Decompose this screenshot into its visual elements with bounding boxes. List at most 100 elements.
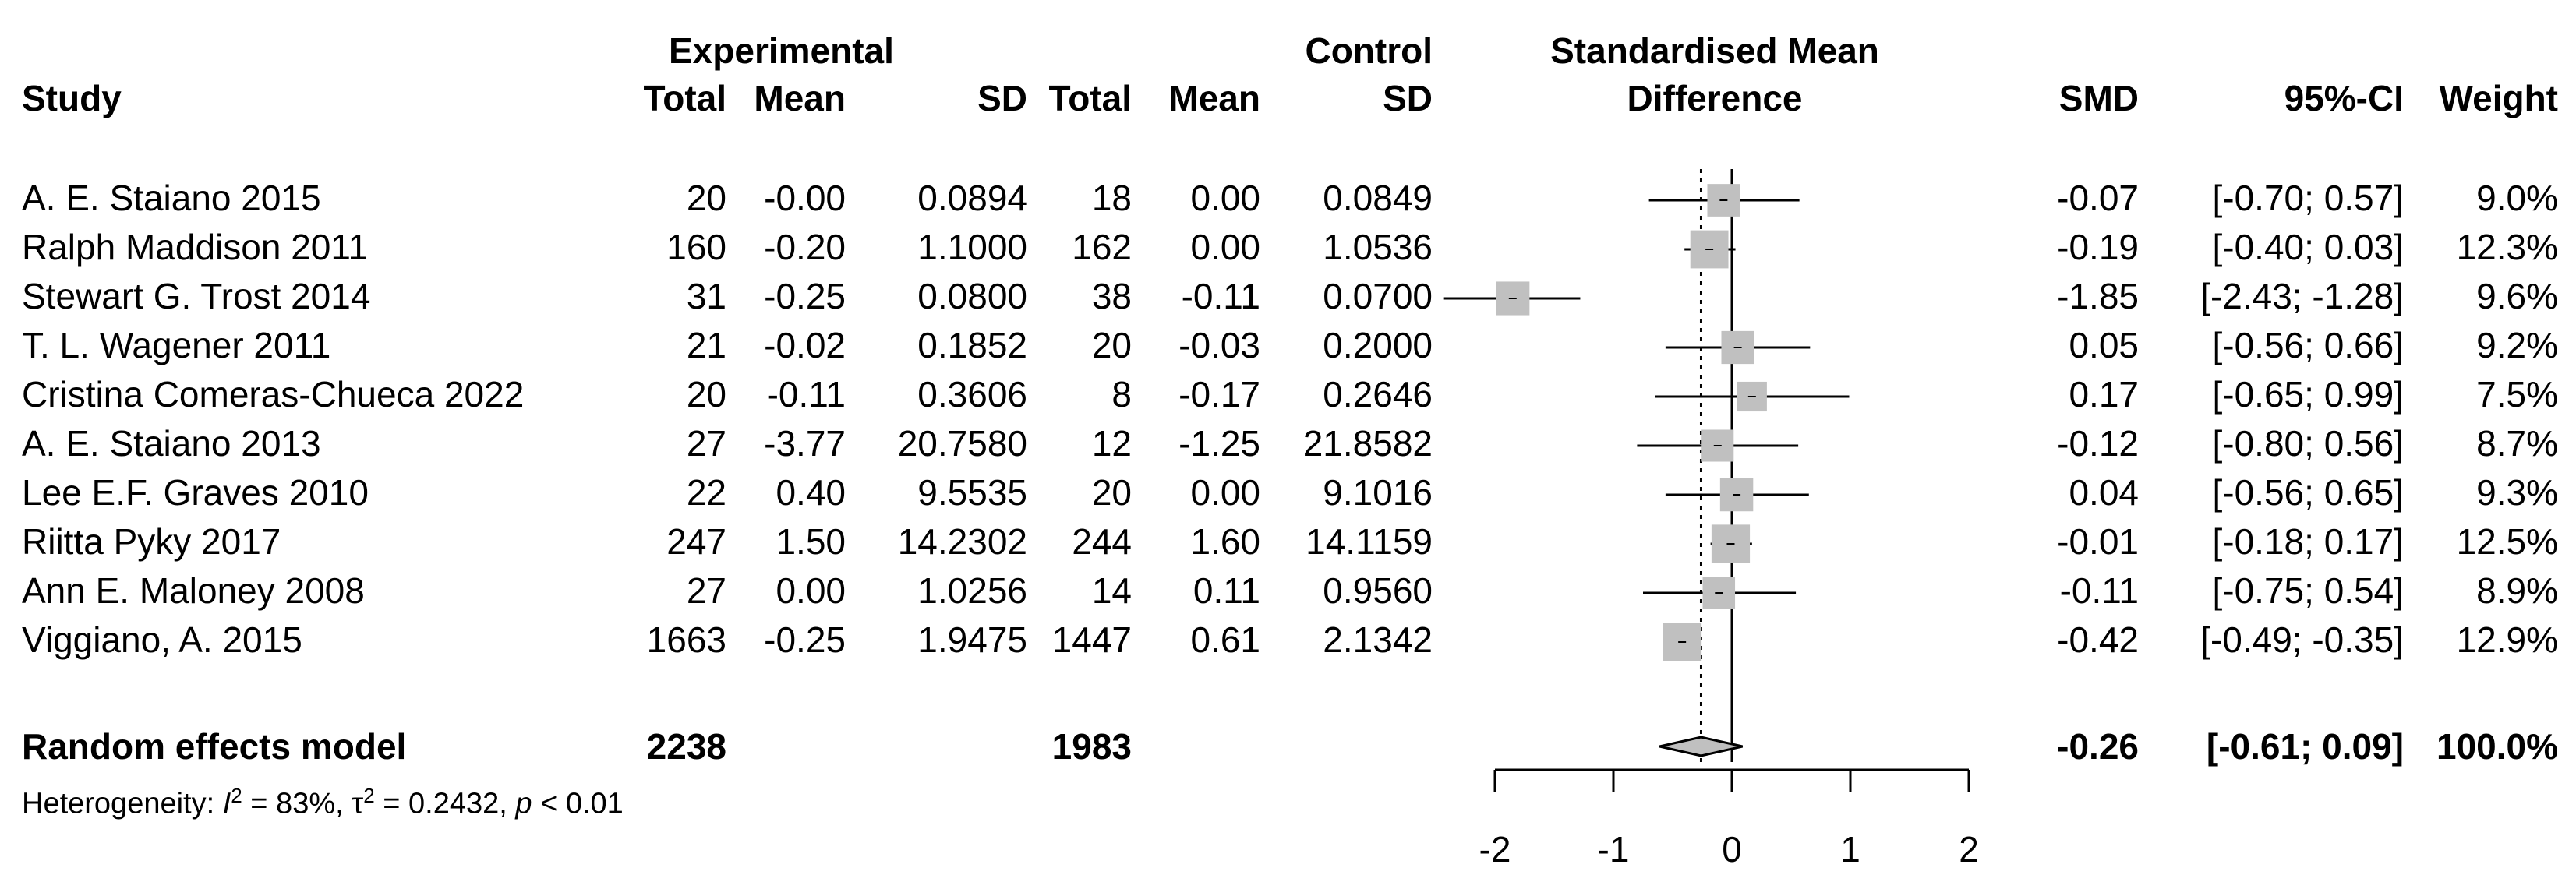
heterogeneity-text: Heterogeneity: I2 = 83%, τ2 = 0.2432, p … bbox=[22, 784, 624, 820]
study-weight: 9.3% bbox=[2476, 472, 2558, 513]
ctrl-sd: 0.0849 bbox=[1323, 178, 1433, 218]
study-name: A. E. Staiano 2015 bbox=[22, 178, 321, 218]
study-weight: 12.9% bbox=[2456, 619, 2558, 660]
ctrl-sd: 1.0536 bbox=[1323, 227, 1433, 267]
ctrl-mean: 0.61 bbox=[1190, 619, 1260, 660]
study-ci: [-0.70; 0.57] bbox=[2212, 178, 2405, 218]
summary-ctrl-total: 1983 bbox=[1051, 726, 1132, 767]
summary-ci: [-0.61; 0.09] bbox=[2206, 726, 2404, 767]
exp-sd: 0.3606 bbox=[917, 374, 1027, 415]
header-exp-mean: Mean bbox=[754, 78, 846, 118]
study-smd: -0.01 bbox=[2057, 521, 2139, 562]
header-ctrl-sd: SD bbox=[1383, 78, 1433, 118]
study-ci: [-0.75; 0.54] bbox=[2212, 570, 2405, 611]
ctrl-mean: 0.00 bbox=[1190, 227, 1260, 267]
header-weight: Weight bbox=[2439, 78, 2558, 118]
study-weight: 8.7% bbox=[2476, 423, 2558, 464]
study-name: Ann E. Maloney 2008 bbox=[22, 570, 365, 611]
exp-mean: 1.50 bbox=[776, 521, 846, 562]
ctrl-total: 1447 bbox=[1051, 619, 1132, 660]
exp-mean: -0.02 bbox=[764, 325, 846, 365]
study-smd: -0.42 bbox=[2057, 619, 2139, 660]
exp-mean: 0.00 bbox=[776, 570, 846, 611]
ctrl-mean: -0.03 bbox=[1178, 325, 1260, 365]
header-smd-line2: Difference bbox=[1627, 78, 1803, 118]
summary-weight: 100.0% bbox=[2436, 726, 2558, 767]
exp-total: 20 bbox=[686, 374, 726, 415]
ctrl-total: 38 bbox=[1091, 276, 1132, 316]
ctrl-sd: 0.9560 bbox=[1323, 570, 1433, 611]
ctrl-total: 244 bbox=[1072, 521, 1132, 562]
study-name: Viggiano, A. 2015 bbox=[22, 619, 302, 660]
study-ci: [-0.40; 0.03] bbox=[2212, 227, 2405, 267]
header-ctrl-total: Total bbox=[1048, 78, 1132, 118]
summary-exp-total: 2238 bbox=[646, 726, 726, 767]
exp-sd: 1.9475 bbox=[917, 619, 1027, 660]
ctrl-sd: 0.2646 bbox=[1323, 374, 1433, 415]
exp-sd: 1.1000 bbox=[917, 227, 1027, 267]
study-ci: [-0.65; 0.99] bbox=[2212, 374, 2405, 415]
exp-mean: -0.11 bbox=[766, 374, 846, 415]
exp-sd: 0.0894 bbox=[917, 178, 1027, 218]
exp-total: 31 bbox=[686, 276, 726, 316]
exp-total: 27 bbox=[686, 570, 726, 611]
exp-sd: 20.7580 bbox=[897, 423, 1027, 464]
exp-mean: -0.00 bbox=[764, 178, 846, 218]
ctrl-sd: 2.1342 bbox=[1323, 619, 1433, 660]
study-weight: 9.0% bbox=[2476, 178, 2558, 218]
study-ci: [-2.43; -1.28] bbox=[2200, 276, 2404, 316]
x-tick-label: 1 bbox=[1840, 829, 1860, 870]
ctrl-mean: 0.00 bbox=[1190, 472, 1260, 513]
ctrl-total: 20 bbox=[1091, 472, 1132, 513]
study-ci: [-0.56; 0.66] bbox=[2212, 325, 2405, 365]
study-name: Stewart G. Trost 2014 bbox=[22, 276, 371, 316]
exp-mean: -0.25 bbox=[764, 276, 846, 316]
ctrl-sd: 21.8582 bbox=[1302, 423, 1433, 464]
summary-smd: -0.26 bbox=[2057, 726, 2139, 767]
ctrl-sd: 14.1159 bbox=[1306, 521, 1433, 562]
ctrl-total: 8 bbox=[1111, 374, 1132, 415]
study-name: Ralph Maddison 2011 bbox=[22, 227, 369, 267]
study-weight: 8.9% bbox=[2476, 570, 2558, 611]
study-name: Cristina Comeras-Chueca 2022 bbox=[22, 374, 525, 415]
ctrl-total: 162 bbox=[1072, 227, 1132, 267]
study-smd: -0.11 bbox=[2059, 570, 2139, 611]
ctrl-total: 20 bbox=[1091, 325, 1132, 365]
exp-mean: -0.25 bbox=[764, 619, 846, 660]
study-weight: 9.2% bbox=[2476, 325, 2558, 365]
ctrl-mean: 0.11 bbox=[1193, 570, 1260, 611]
exp-total: 21 bbox=[686, 325, 726, 365]
exp-mean: -3.77 bbox=[764, 423, 846, 464]
study-name: Lee E.F. Graves 2010 bbox=[22, 472, 369, 513]
exp-sd: 0.1852 bbox=[917, 325, 1027, 365]
x-tick-label: -1 bbox=[1598, 829, 1630, 870]
x-tick-label: -2 bbox=[1479, 829, 1511, 870]
header-experimental: Experimental bbox=[669, 30, 894, 71]
overall-diamond bbox=[1659, 736, 1744, 757]
ctrl-sd: 0.2000 bbox=[1323, 325, 1433, 365]
ctrl-sd: 9.1016 bbox=[1323, 472, 1433, 513]
summary-label: Random effects model bbox=[22, 726, 407, 767]
study-smd: -1.85 bbox=[2057, 276, 2139, 316]
header-ci: 95%-CI bbox=[2284, 78, 2404, 118]
study-name: T. L. Wagener 2011 bbox=[22, 325, 331, 365]
exp-mean: -0.20 bbox=[764, 227, 846, 267]
header-smd-line1: Standardised Mean bbox=[1550, 30, 1879, 71]
header-control: Control bbox=[1305, 30, 1433, 71]
study-weight: 12.5% bbox=[2456, 521, 2558, 562]
exp-sd: 9.5535 bbox=[917, 472, 1027, 513]
x-tick-label: 0 bbox=[1722, 829, 1742, 870]
exp-total: 1663 bbox=[646, 619, 726, 660]
ctrl-total: 18 bbox=[1091, 178, 1132, 218]
x-tick-label: 2 bbox=[1959, 829, 1979, 870]
header-smd: SMD bbox=[2058, 78, 2139, 118]
study-name: Riitta Pyky 2017 bbox=[22, 521, 281, 562]
study-smd: 0.05 bbox=[2069, 325, 2139, 365]
ctrl-mean: -1.25 bbox=[1178, 423, 1260, 464]
ctrl-mean: -0.11 bbox=[1181, 276, 1260, 316]
study-name: A. E. Staiano 2013 bbox=[22, 423, 321, 464]
exp-total: 247 bbox=[666, 521, 726, 562]
ctrl-mean: -0.17 bbox=[1178, 374, 1260, 415]
